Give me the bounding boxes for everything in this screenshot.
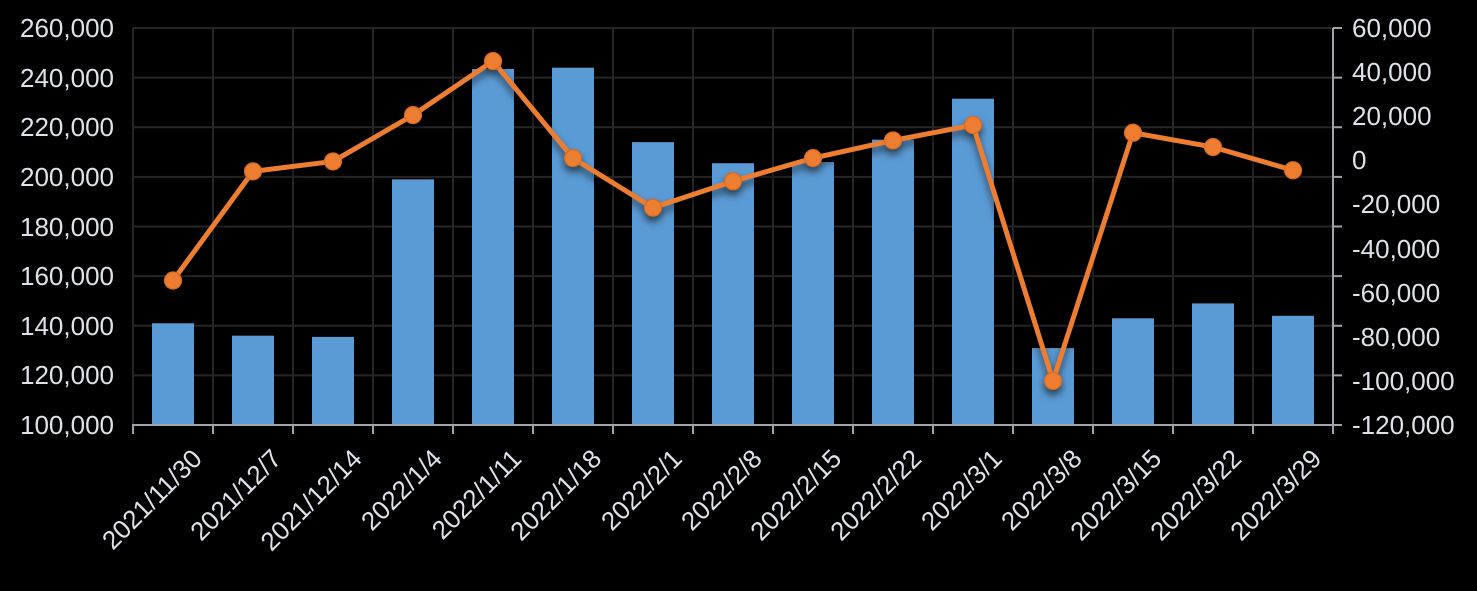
- right-axis-tick-label: 20,000: [1352, 101, 1432, 132]
- left-axis-tick-label: 220,000: [20, 112, 114, 143]
- bar: [872, 139, 914, 425]
- left-axis-tick-label: 160,000: [20, 261, 114, 292]
- left-axis-tick-label: 120,000: [20, 360, 114, 391]
- line-marker: [1123, 123, 1143, 142]
- bar: [312, 336, 354, 425]
- bar: [712, 163, 754, 425]
- bar: [792, 161, 834, 426]
- right-axis-tick-label: -120,000: [1352, 410, 1455, 440]
- line-marker: [963, 115, 983, 135]
- line-marker: [723, 172, 743, 191]
- line-marker: [243, 162, 263, 181]
- bar: [632, 142, 674, 425]
- right-axis-tick-label: 0: [1352, 145, 1367, 176]
- line-marker: [403, 106, 423, 125]
- bar: [1272, 315, 1314, 425]
- line-marker: [883, 131, 903, 150]
- bar: [952, 98, 994, 425]
- line-marker: [1203, 138, 1223, 157]
- line-marker: [483, 51, 503, 71]
- line-marker: [1283, 161, 1303, 180]
- left-axis-tick-label: 180,000: [20, 211, 114, 242]
- line-marker: [563, 149, 583, 168]
- line-marker: [643, 198, 663, 217]
- bar: [472, 68, 514, 426]
- left-axis-tick-label: 260,000: [20, 13, 114, 43]
- line-marker: [803, 149, 823, 168]
- bar: [1192, 303, 1234, 425]
- left-axis-tick-label: 240,000: [20, 62, 114, 93]
- right-axis-tick-label: -40,000: [1352, 233, 1441, 264]
- right-axis-tick-label: -60,000: [1352, 277, 1441, 308]
- bar: [232, 335, 274, 425]
- left-axis-tick-label: 100,000: [20, 410, 114, 440]
- line-marker: [1043, 371, 1063, 390]
- right-axis-tick-label: 60,000: [1352, 13, 1432, 43]
- bar: [1112, 318, 1154, 425]
- right-axis-tick-label: -20,000: [1352, 189, 1441, 220]
- left-axis-tick-label: 140,000: [20, 310, 114, 341]
- right-axis-tick-label: -80,000: [1352, 321, 1441, 352]
- left-axis-tick-label: 200,000: [20, 161, 114, 192]
- right-axis-tick-label: -100,000: [1352, 365, 1455, 396]
- right-axis-tick-label: 40,000: [1352, 57, 1432, 88]
- line-marker: [323, 152, 343, 171]
- line-marker: [163, 271, 183, 290]
- bar: [392, 179, 434, 425]
- trend-line-group: [163, 51, 1303, 390]
- bar: [552, 67, 594, 425]
- bar: [152, 323, 194, 425]
